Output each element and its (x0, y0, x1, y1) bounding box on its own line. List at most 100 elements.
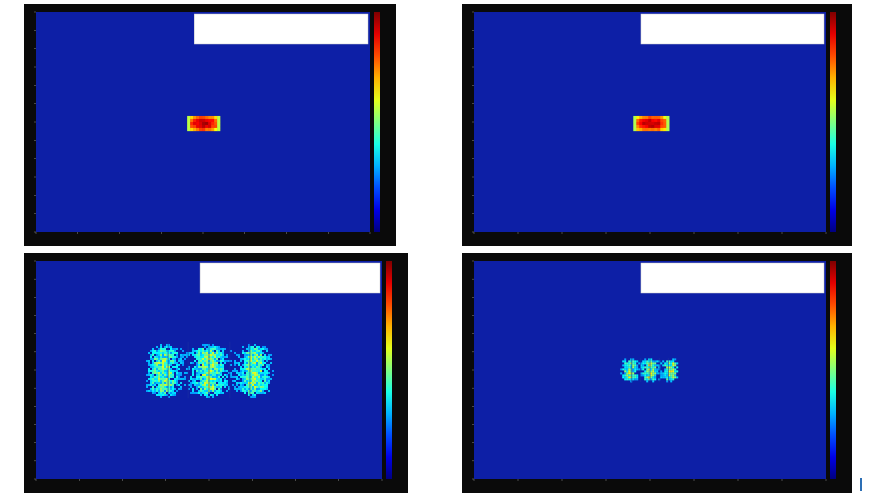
heatmap-cell (638, 368, 641, 371)
heatmap-cell (190, 381, 193, 384)
heatmap-cell (246, 375, 249, 378)
heatmap-cell (170, 367, 173, 370)
heatmap-cell (154, 379, 157, 382)
heatmap-cell (152, 359, 155, 362)
heatmap-cell (254, 349, 257, 352)
heatmap-cell (628, 364, 631, 367)
heatmap-cell (248, 367, 251, 370)
heatmap-cell (651, 124, 655, 129)
heatmap-cell (154, 381, 157, 384)
heatmap-cell (164, 379, 167, 382)
heatmap-cell (244, 391, 247, 394)
heatmap-cell (212, 355, 215, 358)
heatmap-cell (164, 393, 167, 396)
heatmap-cell (172, 391, 175, 394)
heatmap-cell (220, 391, 223, 394)
heatmap-cell (248, 361, 251, 364)
heatmap-cell (674, 374, 677, 377)
heatmap-cell (246, 387, 249, 390)
heatmap-cell (664, 376, 667, 379)
heatmap-cell (214, 379, 217, 382)
heatmap-cell (668, 362, 671, 365)
heatmap-cell (166, 373, 169, 376)
heatmap-cell (226, 389, 229, 392)
heatmap-cell (256, 383, 259, 386)
heatmap-cell (216, 365, 219, 368)
heatmap-cell (264, 361, 267, 364)
heatmap-cell (164, 383, 167, 386)
heatmap-cell (248, 345, 251, 348)
heatmap-cell (156, 359, 159, 362)
heatmap-cell (640, 374, 643, 377)
heatmap-cell (172, 347, 175, 350)
heatmap-cell (216, 355, 219, 358)
heatmap-cell (170, 345, 173, 348)
heatmap-cell (258, 367, 261, 370)
heatmap-cell (246, 385, 249, 388)
heatmap-cell (168, 363, 171, 366)
heatmap-cell (260, 377, 263, 380)
heatmap-cell (620, 368, 623, 371)
heatmap-cell (254, 395, 257, 398)
heatmap-cell (188, 353, 191, 356)
heatmap-cell (152, 363, 155, 366)
heatmap-cell (218, 371, 221, 374)
heatmap-cell (640, 366, 643, 369)
heatmap-cell (214, 357, 217, 360)
heatmap-cell (646, 362, 649, 365)
heatmap-cell (250, 383, 253, 386)
heatmap-cell (226, 355, 229, 358)
heatmap-cell (672, 378, 675, 381)
heatmap-cell (162, 363, 165, 366)
heatmap-cell (238, 377, 241, 380)
heatmap-cell (216, 363, 219, 366)
heatmap-cell (252, 387, 255, 390)
heatmap-cell (154, 391, 157, 394)
heatmap-cell (160, 391, 163, 394)
heatmap-cell (211, 127, 215, 132)
heatmap-cell (236, 383, 239, 386)
heatmap-cell (150, 381, 153, 384)
heatmap-cell (212, 363, 215, 366)
heatmap-cell (211, 115, 215, 120)
heatmap-cell (172, 373, 175, 376)
heatmap-cell (216, 375, 219, 378)
heatmap-cell (236, 371, 239, 374)
heatmap-cell (670, 378, 673, 381)
heatmap-cell (168, 389, 171, 392)
heatmap-cell (236, 361, 239, 364)
heatmap-cell (666, 362, 669, 365)
heatmap-cell (670, 368, 673, 371)
heatmap-cell (188, 365, 191, 368)
heatmap-cell (660, 121, 664, 126)
heatmap-cell (146, 385, 149, 388)
heatmap-cell (258, 353, 261, 356)
heatmap-cell (199, 124, 203, 129)
heatmap-cell (663, 115, 667, 120)
heatmap-cell (660, 115, 664, 120)
heatmap-cell (674, 362, 677, 365)
heatmap-cell (204, 393, 207, 396)
heatmap-cell (200, 393, 203, 396)
heatmap-cell (196, 355, 199, 358)
heatmap-cell (186, 351, 189, 354)
heatmap-cell (246, 369, 249, 372)
heatmap-cell (154, 369, 157, 372)
heatmap-cell (664, 372, 667, 375)
heatmap-cell (226, 379, 229, 382)
heatmap-cell (645, 127, 649, 132)
heatmap-cell (256, 365, 259, 368)
heatmap-cell (170, 375, 173, 378)
heatmap-cell (676, 366, 679, 369)
heatmap-cell (674, 372, 677, 375)
heatmap-cell (244, 367, 247, 370)
heatmap-cell (198, 373, 201, 376)
heatmap-cell (266, 347, 269, 350)
heatmap-cell (160, 379, 163, 382)
heatmap-cell (652, 366, 655, 369)
heatmap-cell (260, 389, 263, 392)
heatmap-cell (204, 373, 207, 376)
heatmap-cell (660, 370, 663, 373)
heatmap-cell (256, 371, 259, 374)
heatmap-cell (268, 365, 271, 368)
